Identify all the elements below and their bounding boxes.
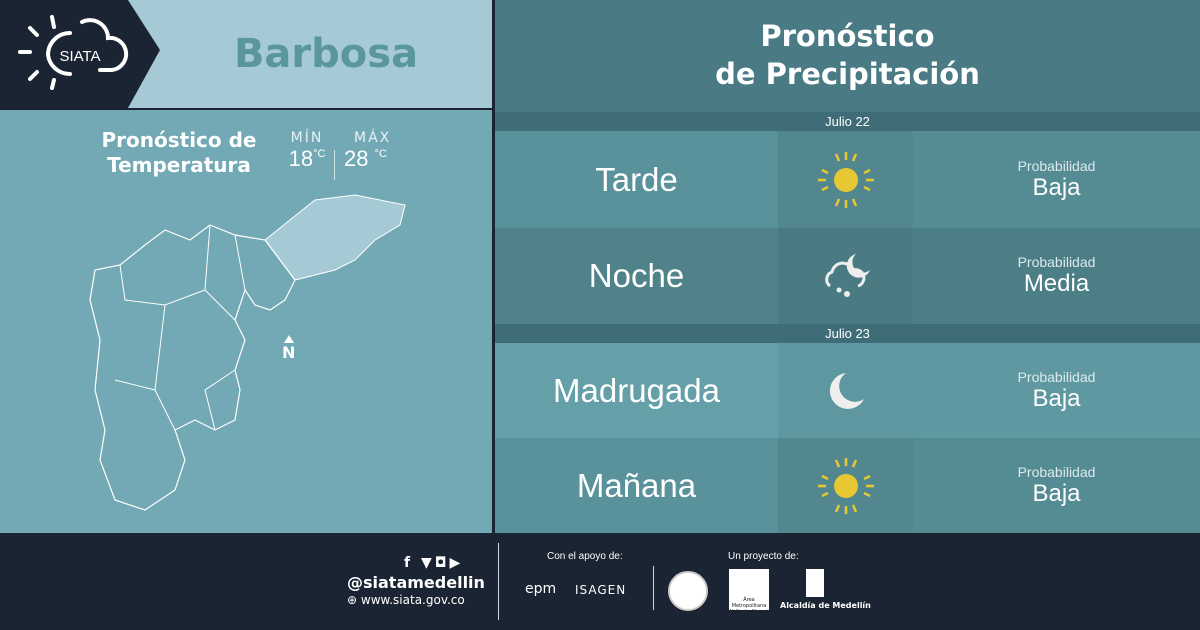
social-handle[interactable]: @siatamedellin	[347, 573, 485, 592]
alcaldia-label: Alcaldía de Medellín	[780, 601, 871, 610]
temperature-title: Pronóstico de Temperatura	[101, 128, 257, 177]
forecast-row: Mañana Probabilidad Baja	[495, 438, 1200, 533]
area-metropolitana-logo: Área Metropolitana Valle de Aburrá	[729, 569, 769, 615]
project-label: Un proyecto de:	[728, 551, 799, 562]
forecast-row: Noche Probabilidad Media	[495, 228, 1200, 324]
temp-max: MÁX 28 °C	[344, 130, 392, 171]
social-icons[interactable]: f ▼◘▶	[404, 555, 464, 571]
website-link[interactable]: ⊕ www.siata.gov.co	[347, 593, 465, 607]
forecast-row: Tarde Probabilidad Baja	[495, 131, 1200, 228]
divider	[653, 566, 654, 610]
divider	[498, 543, 499, 620]
sun-icon	[817, 151, 874, 208]
globe-icon: ⊕	[347, 593, 358, 607]
forecast-row: Madrugada Probabilidad Baja	[495, 343, 1200, 438]
sun-icon	[817, 457, 874, 514]
map-panel: N	[0, 110, 492, 533]
medellin-seal-logo	[668, 571, 708, 611]
temp-min: MÍN 18°C	[288, 130, 326, 171]
cloud-rain-moon-icon	[824, 254, 870, 297]
north-label: N	[282, 343, 296, 362]
municipality-map	[89, 194, 406, 511]
siata-logo: SIATA	[0, 0, 160, 108]
svg-text:SIATA: SIATA	[59, 48, 100, 65]
date-label: Julio 23	[495, 324, 1200, 343]
north-indicator: N	[282, 335, 295, 362]
moon-icon	[829, 372, 864, 409]
isagen-logo: ISAGEN	[575, 583, 627, 597]
support-label: Con el apoyo de:	[547, 551, 623, 562]
precipitation-title: Pronóstico de Precipitación	[715, 19, 980, 91]
footer: f ▼◘▶ @siatamedellin ⊕ www.siata.gov.co …	[0, 533, 1200, 630]
alcaldia-shield-logo	[806, 569, 824, 597]
date-label: Julio 22	[495, 112, 1200, 131]
epm-logo: epm	[525, 581, 557, 597]
divider	[334, 150, 335, 180]
city-name: Barbosa	[233, 31, 419, 77]
north-arrow-icon	[283, 335, 294, 343]
